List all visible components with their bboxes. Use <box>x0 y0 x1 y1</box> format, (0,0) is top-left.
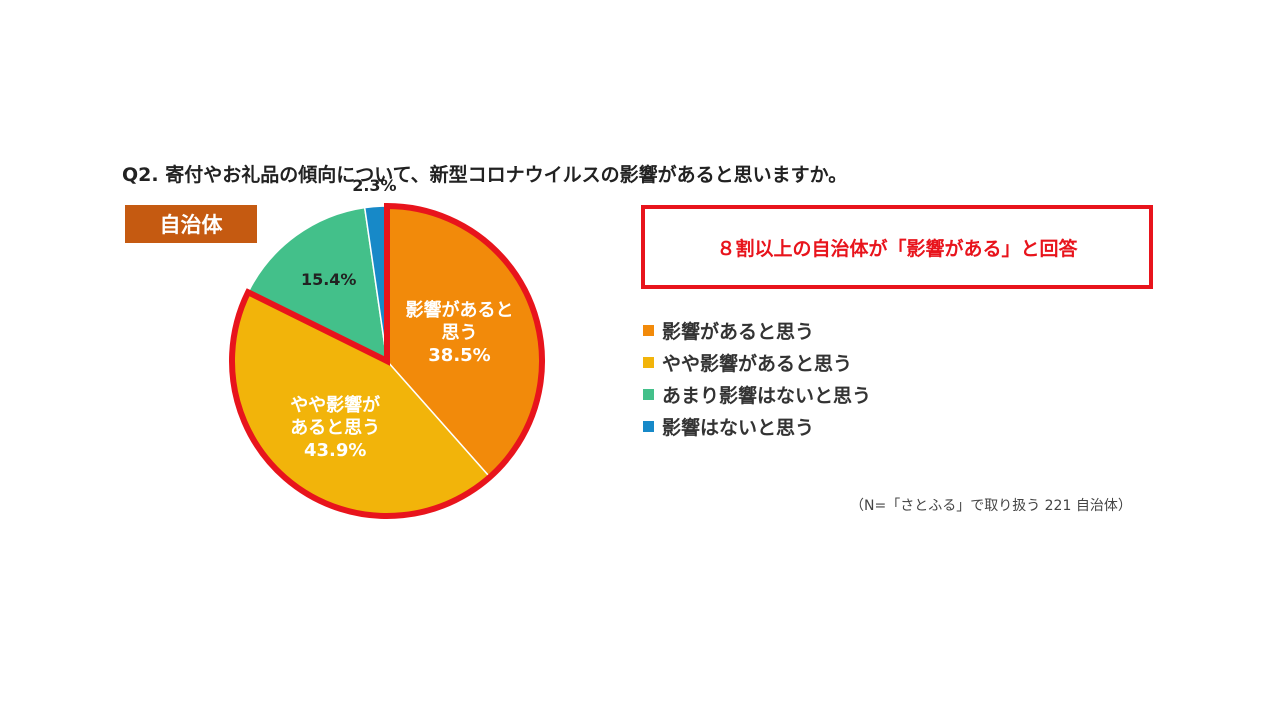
legend: 影響があると思うやや影響があると思う あまり影響はないと思う 影響はないと思う <box>643 314 871 442</box>
slice-label-1-line-3: 38.5% <box>428 345 490 366</box>
slice-label-1-line-2: 思う <box>442 323 478 344</box>
slice-label-3-line-1: 15.4% <box>301 270 357 289</box>
legend-item-2: やや影響があると思う <box>643 346 871 378</box>
legend-swatch-3 <box>643 388 654 400</box>
legend-item-1: 影響があると思う <box>643 314 871 346</box>
slice-label-2-line-1: やや影響が <box>290 394 380 416</box>
callout-text: ８割以上の自治体が「影響がある」と回答 <box>716 237 1078 260</box>
callout-box: ８割以上の自治体が「影響がある」と回答 <box>641 205 1153 289</box>
legend-label-4: 影響はないと思う <box>662 416 815 439</box>
legend-item-4: 影響はないと思う <box>643 410 871 442</box>
slice-label-2-line-3: 43.9% <box>304 440 366 461</box>
slice-label-1-line-1: 影響があると <box>406 299 514 321</box>
question-title: Q2. 寄付やお礼品の傾向について、新型コロナウイルスの影響があると思いますか。 <box>122 164 848 186</box>
legend-label-3: あまり影響はないと思う <box>662 384 872 407</box>
highlight-outline <box>229 202 545 519</box>
sample-note: （N=「さとふる」で取り扱う 221 自治体） <box>850 498 1132 514</box>
slice-label-4-line-1: 2.3% <box>352 176 396 195</box>
highlight-layer <box>229 202 545 519</box>
legend-swatch-2 <box>643 356 654 368</box>
respondent-tag: 自治体 <box>125 205 257 243</box>
pie-slice-3 <box>247 206 388 363</box>
slice-label-2-line-2: あると思う <box>290 418 380 439</box>
legend-swatch-4 <box>643 420 654 432</box>
legend-item-3: あまり影響はないと思う <box>643 378 871 410</box>
slices-layer <box>231 205 543 517</box>
legend-swatch-1 <box>643 324 654 336</box>
legend-label-2: やや影響があると思う <box>662 352 853 375</box>
legend-label-1: 影響があると思う <box>662 320 815 343</box>
